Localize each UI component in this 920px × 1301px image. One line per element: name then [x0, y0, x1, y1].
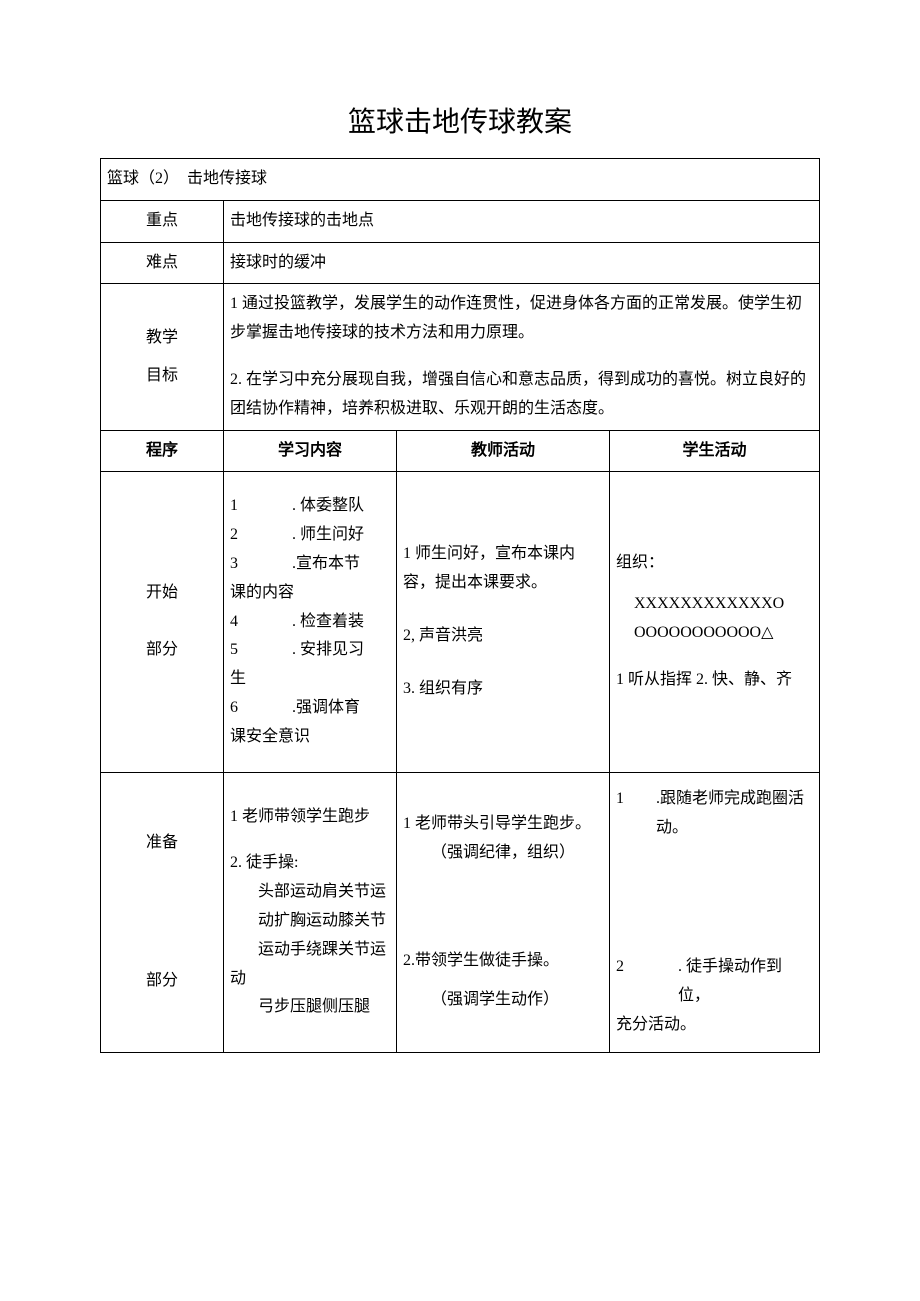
- s2: XXXXXXXXXXXXO: [616, 590, 813, 619]
- s1: 组织：: [616, 549, 813, 578]
- page-title: 篮球击地传球教案: [100, 100, 820, 140]
- n: 5: [230, 636, 252, 665]
- table-header-row: 程序 学习内容 教师活动 学生活动: [101, 430, 820, 472]
- t: . 体委整队: [292, 492, 390, 521]
- start-learn: 1 . 体委整队 2 . 师生问好 3 .宣布本节 课的内容 4 . 检查着装 5 . 安…: [224, 472, 397, 772]
- t3: 3. 组织有序: [403, 675, 603, 704]
- t: .强调体育: [292, 694, 390, 723]
- goals-text: 1 通过投篮教学，发展学生的动作连贯性，促进身体各方面的正常发展。使学生初步掌握…: [224, 284, 820, 430]
- goals-label: 教学 目标: [101, 284, 224, 430]
- table-row: 准备 部分 1 老师带领学生跑步 2. 徒手操: 头部运动肩关节运动扩胸运动膝关…: [101, 772, 820, 1053]
- goals-p1: 1 通过投篮教学，发展学生的动作连贯性，促进身体各方面的正常发展。使学生初步掌握…: [230, 290, 813, 348]
- keypoint-label: 重点: [101, 200, 224, 242]
- t1: 1 师生问好，宣布本课内容，提出本课要求。: [403, 540, 603, 598]
- t: . 检查着装: [292, 608, 390, 637]
- table-row: 开始 部分 1 . 体委整队 2 . 师生问好 3 .宣布本节 课的内容 4 . 检查着…: [101, 472, 820, 772]
- t: .宣布本节: [292, 550, 390, 579]
- n: 1: [230, 492, 252, 521]
- difficulty-label: 难点: [101, 242, 224, 284]
- s3: OOOOOOOOOOO△: [616, 619, 813, 648]
- l2a: 头部运动肩关节运动扩胸运动膝关节运动手绕踝关节运: [230, 878, 390, 964]
- goals-p2: 2. 在学习中充分展现自我，增强自信心和意志品质，得到成功的喜悦。树立良好的团结…: [230, 366, 813, 424]
- prep-prog-2: 部分: [146, 972, 178, 989]
- t: 课安全意识: [230, 723, 390, 752]
- n: 2: [230, 521, 252, 550]
- t: 生: [230, 665, 390, 694]
- keypoint-text: 击地传接球的击地点: [224, 200, 820, 242]
- n: 2: [616, 953, 638, 1011]
- prep-student: 1 .跟随老师完成跑圈活动。 2 . 徒手操动作到位， 充分活动。: [610, 772, 820, 1053]
- n: 4: [230, 608, 252, 637]
- n: 3: [230, 550, 252, 579]
- table-row: 重点 击地传接球的击地点: [101, 200, 820, 242]
- prep-learn: 1 老师带领学生跑步 2. 徒手操: 头部运动肩关节运动扩胸运动膝关节运动手绕踝…: [224, 772, 397, 1053]
- s4: 1 听从指挥 2. 快、静、齐: [616, 666, 813, 695]
- start-prog-1: 开始: [146, 584, 178, 601]
- t: . 师生问好: [292, 521, 390, 550]
- t: . 徒手操动作到位，: [678, 953, 813, 1011]
- start-prog-2: 部分: [146, 641, 178, 658]
- goals-label-1: 教学: [146, 329, 178, 346]
- l2: 2. 徒手操:: [230, 849, 390, 878]
- t2a: （强调学生动作）: [403, 986, 603, 1015]
- n: 6: [230, 694, 252, 723]
- page: 篮球击地传球教案 篮球（2） 击地传接球 重点 击地传接球的击地点 难点 接球时…: [0, 0, 920, 1113]
- l1: 1 老师带领学生跑步: [230, 803, 390, 832]
- col-teacher: 教师活动: [397, 430, 610, 472]
- t2: 2, 声音洪亮: [403, 622, 603, 651]
- lesson-subject: 篮球（2） 击地传接球: [101, 159, 820, 201]
- t: . 安排见习: [292, 636, 390, 665]
- goals-label-2: 目标: [146, 367, 178, 384]
- prep-prog: 准备 部分: [101, 772, 224, 1053]
- prep-prog-1: 准备: [146, 834, 178, 851]
- table-row: 难点 接球时的缓冲: [101, 242, 820, 284]
- l2c: 弓步压腿侧压腿: [230, 993, 390, 1022]
- n: 1: [616, 785, 638, 843]
- s2b: 充分活动。: [616, 1011, 813, 1040]
- start-teacher: 1 师生问好，宣布本课内容，提出本课要求。 2, 声音洪亮 3. 组织有序: [397, 472, 610, 772]
- t: .跟随老师完成跑圈活动。: [656, 785, 813, 843]
- l2b: 动: [230, 965, 390, 994]
- col-prog: 程序: [101, 430, 224, 472]
- lesson-table: 篮球（2） 击地传接球 重点 击地传接球的击地点 难点 接球时的缓冲 教学 目标…: [100, 158, 820, 1053]
- start-prog: 开始 部分: [101, 472, 224, 772]
- difficulty-text: 接球时的缓冲: [224, 242, 820, 284]
- table-row: 篮球（2） 击地传接球: [101, 159, 820, 201]
- t2: 2.带领学生做徒手操。: [403, 947, 603, 976]
- t: 课的内容: [230, 579, 390, 608]
- t1a: （强调纪律，组织）: [403, 839, 603, 868]
- prep-teacher: 1 老师带头引导学生跑步。 （强调纪律，组织） 2.带领学生做徒手操。 （强调学…: [397, 772, 610, 1053]
- start-student: 组织： XXXXXXXXXXXXO OOOOOOOOOOO△ 1 听从指挥 2.…: [610, 472, 820, 772]
- table-row: 教学 目标 1 通过投篮教学，发展学生的动作连贯性，促进身体各方面的正常发展。使…: [101, 284, 820, 430]
- col-student: 学生活动: [610, 430, 820, 472]
- t1: 1 老师带头引导学生跑步。: [403, 810, 603, 839]
- col-learn: 学习内容: [224, 430, 397, 472]
